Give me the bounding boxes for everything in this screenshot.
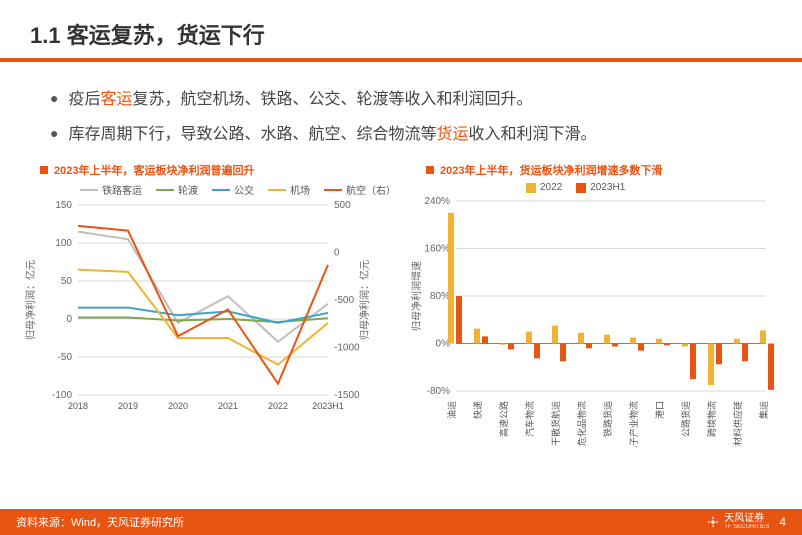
svg-text:港口: 港口 xyxy=(654,401,665,419)
page-number: 4 xyxy=(779,515,786,529)
legend-swatch xyxy=(526,183,536,193)
chart-title-marker xyxy=(426,166,434,174)
legend-item: 轮渡 xyxy=(156,182,198,197)
svg-text:2019: 2019 xyxy=(118,401,138,411)
legend-label: 2022 xyxy=(540,182,562,193)
svg-text:2020: 2020 xyxy=(168,401,188,411)
legend-item: 公交 xyxy=(212,182,254,197)
svg-text:500: 500 xyxy=(334,200,351,211)
legend-label: 铁路客运 xyxy=(102,182,142,197)
svg-text:-100: -100 xyxy=(52,390,72,401)
svg-text:2023H1: 2023H1 xyxy=(312,401,344,411)
svg-text:0%: 0% xyxy=(436,339,451,350)
bullet-text: 库存周期下行，导致公路、水路、航空、综合物流等货运收入和利润下滑。 xyxy=(68,117,596,152)
bullet-item: ● 疫后客运复苏，航空机场、铁路、公交、轮渡等收入和利润回升。 xyxy=(50,82,752,117)
svg-text:归母净利润：亿元: 归母净利润：亿元 xyxy=(358,260,371,340)
footer-source: 资料来源：Wind，天风证券研究所 xyxy=(16,514,184,530)
svg-text:80%: 80% xyxy=(430,291,450,302)
svg-text:干散货航运: 干散货航运 xyxy=(550,401,561,446)
svg-text:-500: -500 xyxy=(334,295,354,306)
footer-bar: 资料来源：Wind，天风证券研究所 天风证券 TF SECURITIES 4 xyxy=(0,509,802,535)
legend-swatch xyxy=(268,189,286,191)
legend-swatch xyxy=(156,189,174,191)
chart2-title: 2023年上半年，货运板块净利润增速多数下滑 xyxy=(440,162,662,178)
svg-text:240%: 240% xyxy=(424,196,450,207)
legend-label: 公交 xyxy=(234,182,254,197)
legend-label: 2023H1 xyxy=(590,182,625,193)
svg-text:归母净利润增速: 归母净利润增速 xyxy=(410,261,423,331)
svg-text:归母净利润：亿元: 归母净利润：亿元 xyxy=(24,260,37,340)
logo-icon xyxy=(706,515,720,529)
svg-text:原材料供应链: 原材料供应链 xyxy=(732,401,743,447)
svg-text:集运: 集运 xyxy=(758,401,769,419)
svg-text:100: 100 xyxy=(55,238,72,249)
chart1-title: 2023年上半年，客运板块净利润普遍回升 xyxy=(54,162,254,178)
svg-text:-1000: -1000 xyxy=(334,343,360,354)
svg-text:汽车物流: 汽车物流 xyxy=(524,401,535,437)
svg-text:50: 50 xyxy=(61,276,73,287)
svg-text:铁路货运: 铁路货运 xyxy=(602,401,613,437)
legend-swatch xyxy=(80,189,98,191)
chart2-legend: 2022 2023H1 xyxy=(526,182,782,193)
legend-item: 机场 xyxy=(268,182,310,197)
chart2-svg: -80% 0% 80% 160% 240% 油运快递 高速公路 汽车物流 干散货航运 危化品物流 铁… xyxy=(406,195,776,447)
svg-text:高速公路: 高速公路 xyxy=(498,401,509,437)
svg-text:危化品物流: 危化品物流 xyxy=(576,401,587,446)
legend-item: 2023H1 xyxy=(576,182,625,193)
bullet-list: ● 疫后客运复苏，航空机场、铁路、公交、轮渡等收入和利润回升。● 库存周期下行，… xyxy=(0,62,802,162)
legend-item: 铁路客运 xyxy=(80,182,142,197)
svg-text:油运: 油运 xyxy=(446,401,457,419)
svg-text:2018: 2018 xyxy=(68,401,88,411)
chart1-svg: -100-50050100150-1500-1000-5000500201820… xyxy=(20,199,380,431)
page-title: 1.1 客运复苏，货运下行 xyxy=(30,18,772,50)
svg-text:公路货运: 公路货运 xyxy=(680,401,691,437)
chart-passenger: 2023年上半年，客运板块净利润普遍回升 铁路客运 轮渡 公交 机场 航空（右） -10… xyxy=(20,162,396,447)
chart-title-marker xyxy=(40,166,48,174)
legend-swatch xyxy=(212,189,230,191)
bullet-dot-icon: ● xyxy=(50,117,58,151)
legend-swatch xyxy=(324,189,342,191)
legend-swatch xyxy=(576,183,586,193)
legend-item: 航空（右） xyxy=(324,182,396,197)
svg-text:0: 0 xyxy=(66,314,72,325)
svg-text:2021: 2021 xyxy=(218,401,238,411)
bullet-dot-icon: ● xyxy=(50,82,58,116)
bullet-text: 疫后客运复苏，航空机场、铁路、公交、轮渡等收入和利润回升。 xyxy=(68,82,532,117)
svg-text:-50: -50 xyxy=(58,352,73,363)
svg-text:-80%: -80% xyxy=(427,386,450,397)
svg-text:快递: 快递 xyxy=(472,401,483,419)
svg-text:电子产业物流: 电子产业物流 xyxy=(628,401,639,447)
legend-label: 轮渡 xyxy=(178,182,198,197)
logo-text-top: 天风证券 xyxy=(724,514,769,524)
svg-text:-1500: -1500 xyxy=(334,390,360,401)
footer-logo: 天风证券 TF SECURITIES xyxy=(706,514,769,530)
svg-text:2022: 2022 xyxy=(268,401,288,411)
bullet-item: ● 库存周期下行，导致公路、水路、航空、综合物流等货运收入和利润下滑。 xyxy=(50,117,752,152)
legend-item: 2022 xyxy=(526,182,562,193)
svg-text:跨境物流: 跨境物流 xyxy=(706,401,717,437)
svg-text:0: 0 xyxy=(334,248,340,259)
legend-label: 航空（右） xyxy=(346,182,396,197)
chart-freight: 2023年上半年，货运板块净利润增速多数下滑 2022 2023H1 -80% 0%… xyxy=(406,162,782,447)
legend-label: 机场 xyxy=(290,182,310,197)
chart1-legend: 铁路客运 轮渡 公交 机场 航空（右） xyxy=(80,182,396,197)
svg-text:150: 150 xyxy=(55,200,72,211)
svg-text:160%: 160% xyxy=(424,244,450,255)
logo-text-bottom: TF SECURITIES xyxy=(724,524,769,530)
